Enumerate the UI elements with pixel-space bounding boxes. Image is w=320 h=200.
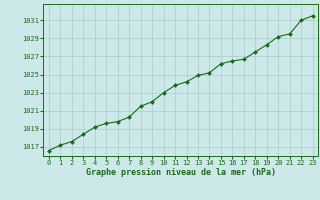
- X-axis label: Graphe pression niveau de la mer (hPa): Graphe pression niveau de la mer (hPa): [86, 168, 276, 177]
